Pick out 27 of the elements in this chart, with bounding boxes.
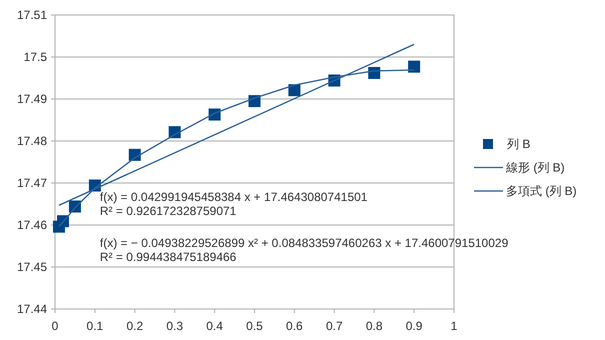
annotation: R² = 0.926172328759071 bbox=[100, 204, 237, 218]
x-tick-label: 0.8 bbox=[366, 319, 383, 333]
x-tick-label: 0.1 bbox=[86, 319, 104, 333]
legend-label: 多項式 (列 B) bbox=[506, 184, 577, 198]
y-tick-label: 17.44 bbox=[16, 302, 48, 316]
annotation: R² = 0.994438475189466 bbox=[100, 250, 237, 264]
legend-label: 列 B bbox=[507, 137, 530, 151]
x-tick-label: 0.6 bbox=[286, 319, 304, 333]
x-tick-label: 0.4 bbox=[206, 319, 224, 333]
point bbox=[408, 60, 420, 73]
x-tick-label: 1 bbox=[450, 319, 458, 333]
y-tick-label: 17.47 bbox=[16, 176, 48, 190]
x-tick-label: 0.9 bbox=[406, 319, 423, 333]
x-tick-label: 0 bbox=[52, 319, 59, 333]
y-tick-label: 17.48 bbox=[16, 134, 48, 148]
y-tick-label: 17.5 bbox=[24, 50, 48, 64]
legend-label: 線形 (列 B) bbox=[505, 160, 565, 174]
y-tick-label: 17.51 bbox=[16, 8, 48, 22]
annotation: f(x) = − 0.04938229526899 x² + 0.084833597460263 x + 17.4600791510029 bbox=[100, 236, 509, 250]
x-tick-label: 0.2 bbox=[126, 319, 144, 333]
y-tick-label: 17.45 bbox=[16, 260, 48, 274]
x-tick-label: 0.5 bbox=[246, 319, 264, 333]
annotation: f(x) = 0.042991945458384 x + 17.4643080741501 bbox=[100, 190, 368, 204]
x-tick-label: 0.7 bbox=[326, 319, 343, 333]
y-tick-label: 17.49 bbox=[16, 92, 48, 106]
x-tick-label: 0.3 bbox=[166, 319, 184, 333]
y-tick-label: 17.46 bbox=[16, 218, 48, 232]
